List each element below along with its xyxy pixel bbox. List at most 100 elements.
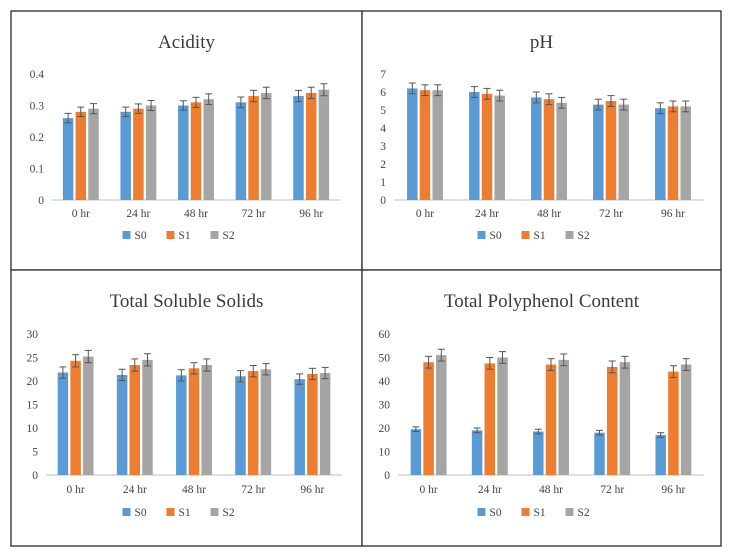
bar-s1-48hr [545,364,557,475]
bar-s0-48hr [531,97,542,200]
chart-title: Total Polyphenol Content [444,291,640,312]
y-tick-label: 20 [379,423,391,435]
x-tick-label: 72 hr [241,484,265,496]
x-tick-label: 96 hr [299,208,323,220]
bar-s2-24hr [494,95,505,200]
acidity-chart: Acidity 0 0.1 0.2 0.3 0.4 0 hr 24 hr 48 hr 72 hr… [10,10,363,271]
x-tick-label: 24 hr [123,484,147,496]
y-tick-label: 0.1 [30,164,45,176]
y-tick-label: 0 [384,470,390,482]
bar-s1-48hr [543,99,555,200]
bar-s0-96hr [294,379,305,475]
bar-s2-96hr [319,373,331,475]
x-tick-label: 72 hr [600,484,624,496]
x-tick-label: 48 hr [539,484,563,496]
bar-s1-0hr [75,111,87,200]
y-tick-label: 2 [380,159,386,171]
bar-s0-96hr [655,435,666,475]
total-soluble-solids-chart: Total Soluble Solids 0 5 10 15 20 25 30 0 hr 24 … [10,269,363,547]
x-tick-label: 48 hr [184,208,208,220]
bar-s1-0hr [70,360,81,475]
total-polyphenol-content-chart: Total Polyphenol Content 0 10 20 30 40 50 60 0 … [361,269,722,547]
bar-s2-48hr [558,359,569,475]
bar-s0-0hr [57,372,69,475]
y-tick-label: 40 [379,376,391,388]
legend-swatch-s2 [210,508,219,516]
bar-s0-72hr [593,104,604,200]
x-tick-label: 96 hr [661,208,685,220]
y-tick-label: 0.3 [30,101,45,113]
legend-label-s1: S1 [179,507,191,519]
bar-s2-72hr [619,362,631,475]
legend-label-s2: S2 [223,230,235,242]
x-tick-label: 48 hr [182,484,206,496]
y-tick-label: 10 [379,447,391,459]
bar-s1-72hr [248,96,259,200]
bar-s0-24hr [116,374,128,475]
chart-title: Acidity [158,32,215,53]
legend-label-s1: S1 [179,230,191,242]
legend-swatch-s0 [477,231,486,239]
bar-s2-72hr [261,92,272,200]
y-tick-label: 0 [38,195,44,207]
bar-s2-0hr [432,90,443,200]
y-tick-label: 7 [380,69,386,81]
bar-s1-48hr [190,102,202,200]
y-tick-label: 25 [27,353,39,365]
legend-label-s1: S1 [534,507,546,519]
bar-s1-96hr [307,373,318,475]
bar-s0-24hr [120,111,131,200]
x-tick-label: 72 hr [242,208,266,220]
x-tick-label: 48 hr [537,208,561,220]
bar-s1-24hr [481,93,493,200]
legend-swatch-s1 [166,231,175,239]
bar-s2-96hr [680,106,691,200]
y-tick-label: 5 [32,447,38,459]
y-tick-label: 50 [379,353,391,365]
bar-s2-0hr [88,108,99,200]
legend-label-s1: S1 [534,230,546,242]
bar-s2-0hr [83,356,94,475]
bar-s1-72hr [247,371,259,475]
bar-s1-72hr [606,366,618,475]
bar-s0-48hr [178,105,189,200]
y-tick-label: 0 [32,470,38,482]
chart-title: pH [530,32,554,53]
bar-s2-72hr [618,104,629,200]
x-tick-label: 0 hr [72,208,90,220]
x-tick-label: 96 hr [661,484,685,496]
bar-s1-0hr [419,90,431,200]
bar-s2-48hr [201,365,212,475]
bar-s0-72hr [594,432,605,475]
bar-s2-24hr [497,357,508,475]
legend-label-s2: S2 [578,230,590,242]
bar-s2-96hr [318,89,330,200]
bar-s0-0hr [407,88,418,200]
bar-s0-24hr [471,430,483,475]
y-tick-label: 30 [379,400,391,412]
y-tick-label: 0 [380,195,386,207]
bar-s1-0hr [423,362,434,475]
y-tick-label: 15 [27,400,39,412]
legend-swatch-s2 [210,231,219,239]
bar-s2-24hr [145,105,157,200]
y-tick-label: 3 [380,141,386,153]
x-tick-label: 72 hr [599,208,623,220]
legend-swatch-s0 [122,508,131,516]
x-tick-label: 0 hr [419,484,437,496]
bar-s0-72hr [235,376,246,475]
bar-s2-96hr [680,364,692,475]
bar-s1-96hr [667,106,679,200]
y-tick-label: 0.2 [30,132,45,144]
bar-s1-96hr [668,371,679,475]
bar-s2-48hr [203,99,214,200]
y-tick-label: 60 [379,329,391,341]
y-tick-label: 5 [380,105,386,117]
y-tick-label: 1 [380,177,386,189]
bar-s2-0hr [436,355,447,475]
legend-swatch-s2 [565,508,574,516]
legend-label-s0: S0 [490,507,502,519]
y-tick-label: 20 [27,376,39,388]
bar-s1-96hr [305,92,317,200]
